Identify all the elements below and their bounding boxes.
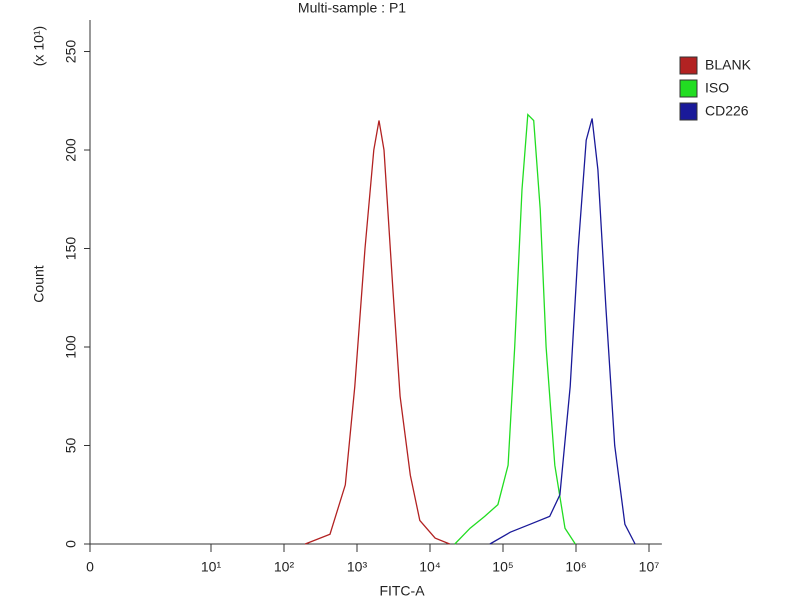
y-tick-label: 100	[63, 335, 79, 359]
legend-label: CD226	[705, 103, 749, 119]
y-axis-label: Count	[31, 265, 47, 302]
y-tick-label: 50	[63, 438, 79, 454]
legend-swatch	[679, 79, 698, 98]
y-multiplier: (x 10¹)	[31, 26, 47, 66]
legend-swatch	[679, 56, 698, 75]
histogram-line	[489, 118, 636, 545]
histogram-line	[304, 120, 450, 545]
x-axis-label: FITC-A	[379, 583, 425, 599]
y-tick-label: 250	[63, 40, 79, 64]
histogram-line	[454, 113, 576, 545]
x-tick-label: 10⁵	[492, 559, 513, 575]
chart-title: Multi-sample : P1	[298, 0, 406, 16]
legend-label: ISO	[705, 80, 729, 96]
legend-label: BLANK	[705, 57, 752, 73]
x-tick-label: 10¹	[201, 559, 222, 575]
x-tick-label: 0	[86, 559, 94, 575]
legend-swatch	[679, 102, 698, 121]
x-tick-label: 10²	[274, 559, 295, 575]
x-tick-label: 10⁷	[639, 559, 660, 575]
y-tick-label: 150	[63, 237, 79, 261]
y-tick-label: 200	[63, 138, 79, 162]
x-tick-label: 10³	[347, 559, 368, 575]
y-tick-label: 0	[63, 540, 79, 548]
x-tick-label: 10⁶	[565, 559, 586, 575]
x-tick-label: 10⁴	[419, 559, 441, 575]
